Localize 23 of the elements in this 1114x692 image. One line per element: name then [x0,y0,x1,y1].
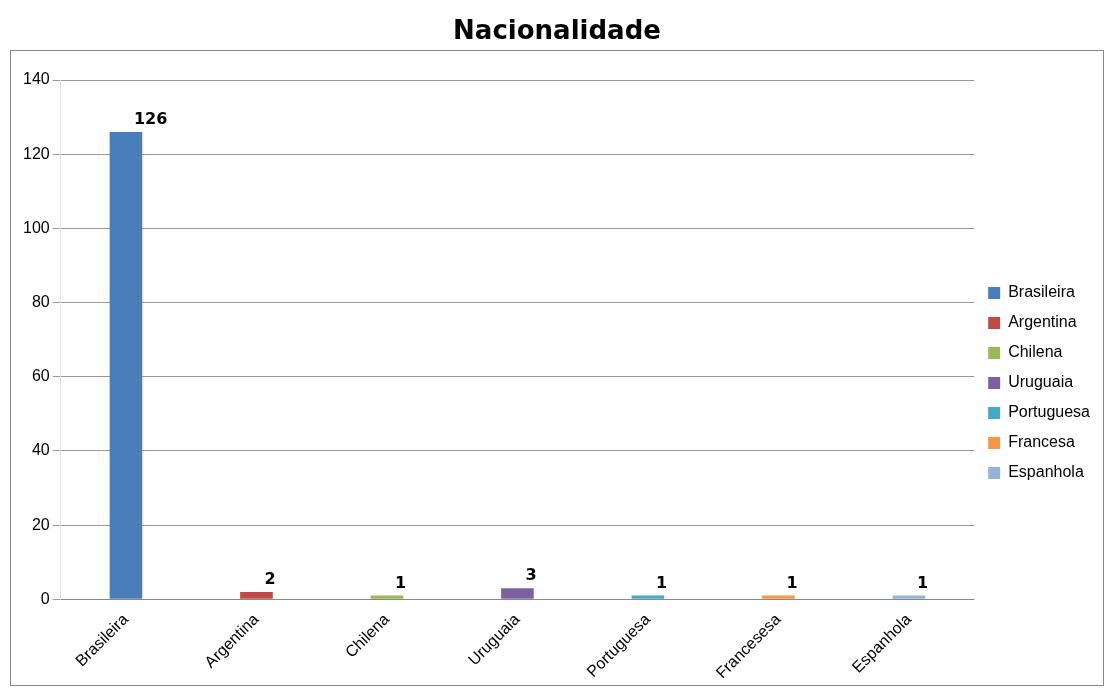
y-tick-label: 0 [40,589,50,607]
y-tick-label: 140 [22,70,50,88]
data-label: 1 [655,572,668,592]
chart-title: Nacionalidade [452,14,662,45]
y-tick-label: 20 [31,515,50,533]
y-tick-label: 80 [31,292,50,310]
y-tick-label: 40 [31,441,50,459]
legend-label: Espanhola [1008,463,1084,481]
legend-label: Francesa [1008,433,1075,451]
data-label: 3 [525,565,537,585]
data-label: 1 [786,572,798,592]
legend-label: Brasileira [1008,283,1075,301]
data-label: 126 [133,109,168,129]
y-tick-label: 100 [22,218,50,236]
legend-label: Uruguaia [1008,373,1074,391]
y-tick-label: 120 [22,144,50,162]
legend-label: Chilena [1008,343,1063,361]
data-label: 2 [264,569,276,589]
legend-label: Portuguesa [1008,403,1091,421]
data-label: 1 [394,572,407,592]
data-label: 1 [916,572,929,592]
y-tick-label: 60 [31,367,50,385]
legend-label: Argentina [1008,313,1077,331]
